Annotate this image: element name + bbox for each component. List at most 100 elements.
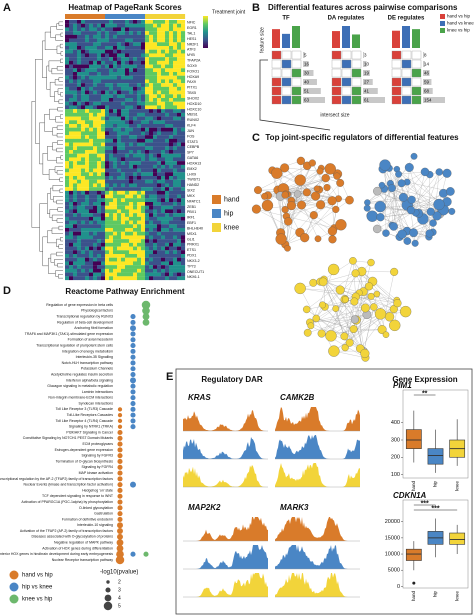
network-node [407,195,416,204]
dot [143,551,149,557]
heat-cell [89,112,94,117]
legend-dot [9,594,19,604]
heat-cell [93,31,98,35]
heat-cell [145,120,150,125]
heat-cell [73,34,78,39]
dendrogram [56,157,63,164]
heat-cell [65,202,70,206]
heat-cell [65,183,70,188]
network-node [433,198,445,211]
heat-cell [145,250,150,255]
heat-cell [133,150,138,154]
heat-cell [81,101,86,106]
heat-cell [69,57,74,61]
heat-cell [141,157,146,162]
heat-cell [129,220,134,225]
category-label: Activation of PPARGC1A (PGC-1alpha) by p… [21,500,113,504]
dot [130,371,136,378]
heat-cell [153,131,158,136]
heat-cell [125,49,130,54]
heat-cell [169,46,174,50]
heat-cell [149,276,154,281]
heat-cell [177,257,182,262]
heat-cell [89,213,94,217]
heat-cell [149,224,154,229]
heat-cell [109,164,114,169]
heat-cell [173,57,178,61]
heat-cell [129,228,134,232]
heat-cell [113,172,118,177]
heat-cell [165,64,170,69]
heat-cell [117,216,122,221]
heat-cell [93,46,98,50]
matrix-cell [291,68,302,78]
dendrogram [52,127,58,136]
heat-cell [93,220,98,225]
heat-cell [129,224,134,229]
box [449,532,466,545]
heat-cell [69,176,74,180]
legend-title: Treatment joint [212,9,246,15]
heat-cell [165,168,170,173]
heat-cell [177,242,182,247]
heat-cell [93,27,98,32]
network-node [302,305,311,314]
heat-cell [129,157,134,162]
heat-cell [73,101,78,106]
heat-cell [141,194,146,199]
heat-cell [93,109,98,113]
heat-cell [181,205,186,210]
matrix-cell [271,86,282,96]
heat-cell [109,112,114,117]
gene-label: MSX1 [187,232,197,236]
heat-cell [169,20,174,24]
heat-cell [169,138,174,143]
heat-cell [141,90,146,95]
heat-cell [93,68,98,73]
heat-cell [149,220,154,225]
heat-cell [121,198,126,203]
heat-cell [109,179,114,184]
panel-title: Gene Expression [392,375,457,384]
dendrogram [56,133,63,138]
heat-cell [181,105,186,110]
heat-cell [109,31,114,35]
heat-cell [117,94,122,99]
heat-cell [161,276,166,281]
heat-cell [173,265,178,269]
legend-swatch [440,28,445,33]
heat-cell [137,53,142,58]
matrix-cell [291,95,302,105]
category-label: Toll-Like Receptors Cascades [67,413,114,417]
heat-cell [157,172,162,177]
heat-cell [153,168,158,173]
panel-letter: B [252,2,260,14]
heat-cell [129,268,134,273]
heat-cell [93,239,98,243]
heat-cell [153,161,158,165]
heat-cell [161,146,166,151]
count-bar [363,52,365,58]
heat-cell [113,187,118,191]
network-node [370,303,378,311]
heat-cell [137,239,142,243]
heat-cell [145,190,150,195]
heat-cell [157,187,162,191]
heat-cell [153,228,158,232]
matrix-cell [401,77,412,87]
heat-cell [181,231,186,236]
heat-cell [85,127,90,132]
heat-cell [145,272,150,277]
network-node [350,315,359,324]
heat-cell [97,194,102,199]
heat-cell [121,261,126,266]
heat-cell [121,94,126,99]
matrix-cell [331,77,342,87]
matrix-cell [271,95,282,105]
heat-cell [149,161,154,165]
heat-cell [121,72,126,76]
network-node [328,345,340,357]
gene-label: BHLHE40 [187,226,203,230]
heat-cell [161,138,166,143]
heat-cell [149,172,154,177]
